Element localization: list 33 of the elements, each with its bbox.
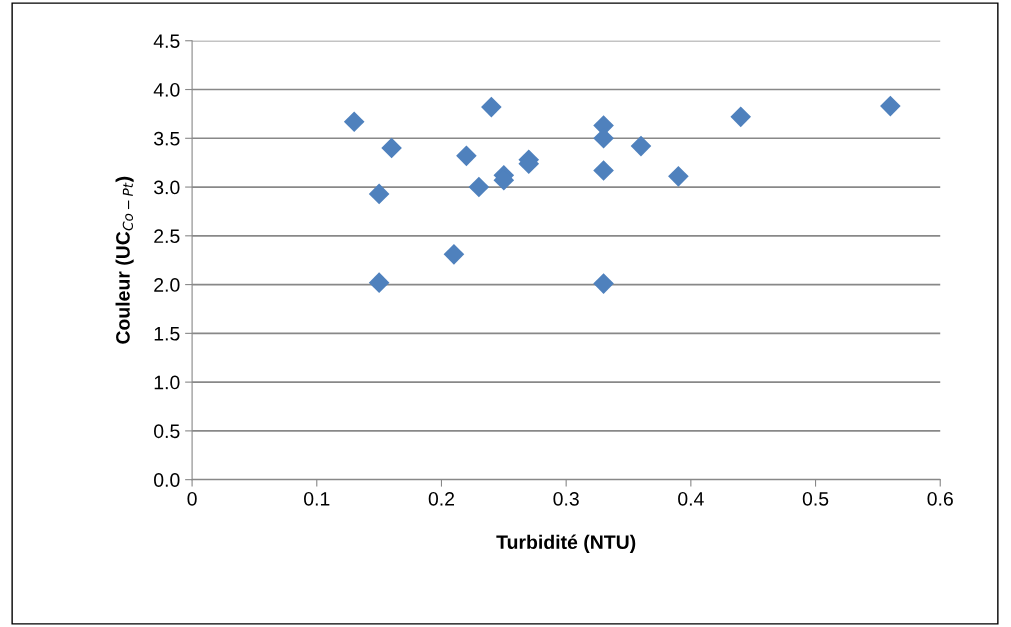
y-tick-label: 2.0 <box>154 278 180 292</box>
x-tick-label: 0 <box>187 491 197 506</box>
x-tick-label: 0.6 <box>927 491 953 506</box>
y-tick-label: 1.0 <box>154 375 180 390</box>
point <box>593 160 614 181</box>
point <box>481 96 502 118</box>
x-tick-label: 0.4 <box>678 491 704 506</box>
x-axis-title: Turbidité (NTU) <box>496 534 636 553</box>
x-tick-label: 0.3 <box>553 491 579 506</box>
y-axis-title: Couleur (UC$_{Co−Pt}$) <box>115 176 134 344</box>
point <box>456 145 477 167</box>
y-tick-label: 1.5 <box>154 327 180 341</box>
y-tick-label: 0.0 <box>154 473 180 487</box>
point <box>630 135 652 157</box>
y-tick-label: 3.0 <box>154 180 180 195</box>
point <box>443 244 465 265</box>
point <box>368 183 390 205</box>
y-tick-label: 4.0 <box>153 82 180 97</box>
x-tick-label: 0.1 <box>304 491 330 506</box>
point <box>343 111 365 133</box>
point <box>880 95 901 117</box>
x-tick-label: 0.5 <box>802 491 829 506</box>
point <box>668 166 689 187</box>
point <box>368 272 390 293</box>
point <box>468 176 490 198</box>
point <box>730 106 752 128</box>
x-tick-label: 0.2 <box>428 491 455 506</box>
point <box>593 273 614 294</box>
point <box>381 137 402 159</box>
y-tick-label: 4.5 <box>153 34 180 48</box>
y-tick-label: 2.5 <box>154 229 180 244</box>
y-tick-label: 0.5 <box>154 424 180 439</box>
y-tick-label: 3.5 <box>154 131 180 146</box>
